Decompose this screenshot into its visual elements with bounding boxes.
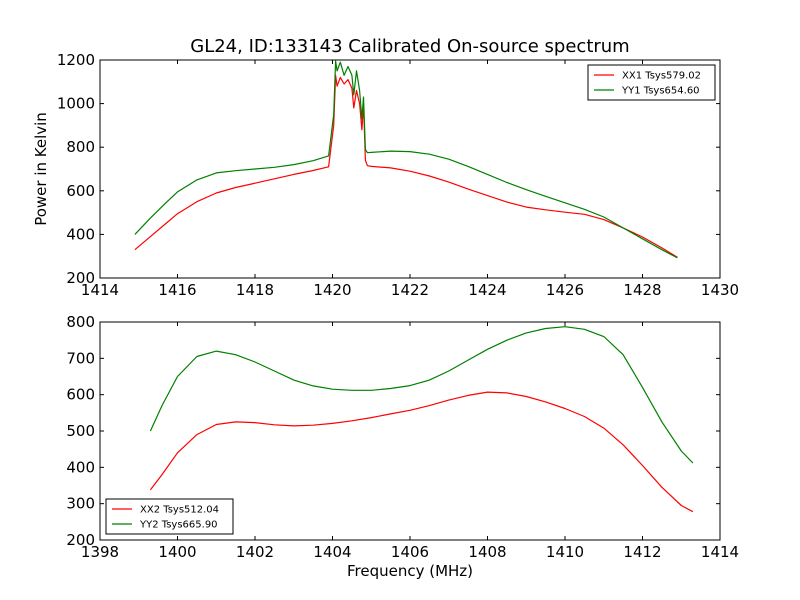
x-tick-label: 1412 xyxy=(623,543,661,561)
y-tick-label: 200 xyxy=(66,531,95,549)
x-tick-label: 1398 xyxy=(81,543,119,561)
y-tick-label: 200 xyxy=(66,269,95,287)
x-tick-label: 1404 xyxy=(313,543,351,561)
y-tick-label: 1200 xyxy=(57,51,95,69)
legend-box xyxy=(587,64,716,101)
x-tick-label: 1418 xyxy=(236,281,274,299)
series-line-yy xyxy=(149,326,694,464)
figure-title: GL24, ID:133143 Calibrated On-source spe… xyxy=(190,36,629,57)
x-tick-label: 1410 xyxy=(546,543,584,561)
series-line-xx xyxy=(134,74,678,258)
x-tick-label: 1420 xyxy=(313,281,351,299)
legend-entry: XX1 Tsys579.02 xyxy=(622,71,701,82)
y-tick-label: 600 xyxy=(66,386,95,404)
y-tick-label: 600 xyxy=(66,182,95,200)
x-tick-label: 1422 xyxy=(391,281,429,299)
y-axis-label: Power in Kelvin xyxy=(32,112,50,226)
x-tick-label: 1428 xyxy=(623,281,661,299)
y-tick-label: 800 xyxy=(66,138,95,156)
y-tick-label: 1000 xyxy=(57,95,95,113)
x-tick-label: 1424 xyxy=(468,281,506,299)
legend: XX1 Tsys579.02 YY1 Tsys654.60 xyxy=(587,64,716,101)
top-panel-plot: 1414 1416 1418 1420 1422 1424 1426 1428 1430 200 4… xyxy=(32,51,739,299)
x-tick-label: 1414 xyxy=(81,281,119,299)
y-tick-label: 800 xyxy=(66,313,95,331)
series-line-yy xyxy=(134,60,678,259)
x-tick-label: 1430 xyxy=(701,281,739,299)
y-tick-label: 400 xyxy=(66,225,95,243)
series-line-xx xyxy=(149,391,694,513)
bottom-panel-plot: 1398 1400 1402 1404 1406 1408 1410 1412 1414 200 3… xyxy=(66,313,739,580)
y-tick-label: 400 xyxy=(66,458,95,476)
x-tick-label: 1402 xyxy=(236,543,274,561)
y-tick-label: 700 xyxy=(66,349,95,367)
legend-box xyxy=(105,498,234,535)
x-tick-label: 1408 xyxy=(468,543,506,561)
legend-entry: YY1 Tsys654.60 xyxy=(621,86,700,97)
x-tick-label: 1416 xyxy=(158,281,196,299)
x-tick-label: 1414 xyxy=(701,543,739,561)
x-axis-label: Frequency (MHz) xyxy=(347,562,473,580)
x-tick-label: 1426 xyxy=(546,281,584,299)
y-tick-label: 300 xyxy=(66,495,95,513)
legend-entry: YY2 Tsys665.90 xyxy=(139,520,218,531)
x-tick-label: 1406 xyxy=(391,543,429,561)
y-tick-label: 500 xyxy=(66,422,95,440)
legend: XX2 Tsys512.04 YY2 Tsys665.90 xyxy=(105,498,234,535)
legend-entry: XX2 Tsys512.04 xyxy=(140,505,219,516)
x-tick-label: 1400 xyxy=(158,543,196,561)
